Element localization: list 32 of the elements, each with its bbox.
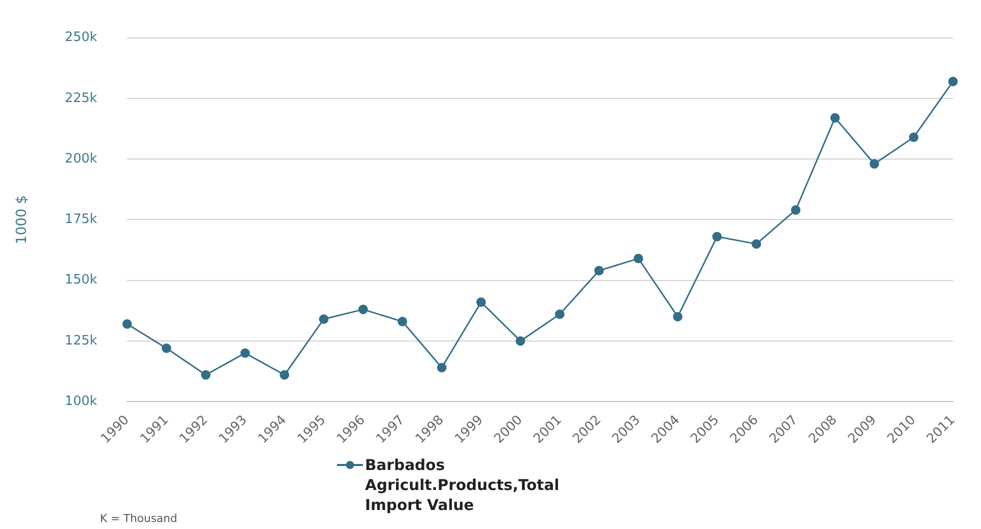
point <box>398 316 408 326</box>
y-tick-label: 225k <box>64 90 98 106</box>
point <box>752 239 762 249</box>
point <box>516 336 526 346</box>
point <box>319 314 329 324</box>
point <box>280 370 290 380</box>
y-tick-label: 250k <box>64 30 98 46</box>
point <box>162 343 172 353</box>
point <box>672 312 682 322</box>
point <box>830 113 840 123</box>
legend-label: Barbados Agricult.Products,Total Import Value <box>365 455 560 515</box>
point <box>358 304 368 314</box>
y-tick-label: 125k <box>64 333 98 348</box>
point <box>476 297 486 307</box>
y-tick-label: 175k <box>64 212 98 228</box>
point <box>240 348 250 358</box>
point <box>634 254 644 264</box>
point <box>122 319 132 329</box>
text: K = Thousand <box>100 512 178 525</box>
point <box>554 310 564 320</box>
y-tick-label: 200k <box>64 151 98 166</box>
y-tick-label: 150k <box>64 272 98 288</box>
point <box>948 76 958 86</box>
point <box>594 266 604 276</box>
point <box>870 159 880 169</box>
point <box>712 232 722 242</box>
y-tick-label: 100k <box>64 394 98 409</box>
point <box>201 370 211 380</box>
point <box>437 362 447 372</box>
point <box>790 205 800 215</box>
y-axis-title: 1000 $ <box>14 195 30 244</box>
point <box>908 132 918 142</box>
